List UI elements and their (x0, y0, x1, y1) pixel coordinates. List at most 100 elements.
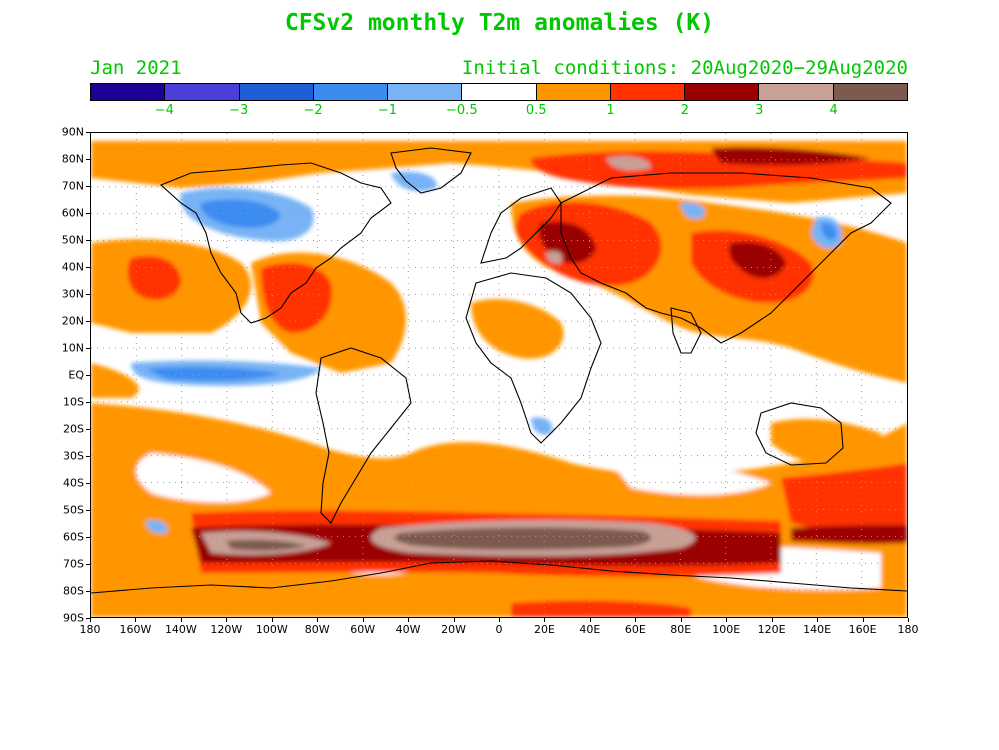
longitude-tick (544, 618, 546, 622)
color-scale-cell (388, 84, 463, 100)
color-scale-label: 2 (680, 103, 690, 118)
latitude-tick (86, 213, 90, 214)
longitude-tick (408, 618, 410, 622)
latitude-tick (86, 294, 90, 295)
longitude-tick (226, 618, 228, 622)
latitude-label: 10N (61, 341, 84, 355)
longitude-tick (589, 618, 591, 622)
color-scale-label: −3 (229, 103, 249, 118)
longitude-label: 120W (210, 623, 243, 636)
latitude-label: 90N (61, 125, 84, 139)
latitude-label: 90S (63, 611, 84, 625)
latitude-label: 60S (63, 530, 84, 544)
color-scale-label: −1 (377, 103, 398, 118)
color-scale-label: 3 (755, 103, 764, 118)
latitude-tick (86, 591, 90, 592)
longitude-label: 60E (624, 623, 646, 636)
longitude-label: 20E (533, 623, 555, 636)
longitude-tick (635, 618, 637, 622)
color-scale-bar (90, 83, 908, 101)
longitude-tick (908, 618, 909, 622)
color-scale-cell (313, 84, 389, 100)
latitude-label: 30S (63, 449, 84, 463)
continent-outlines (91, 147, 907, 594)
latitude-label: 20N (61, 314, 84, 328)
longitude-label: 140E (803, 623, 832, 636)
longitude-tick (317, 618, 319, 622)
latitude-tick (86, 429, 90, 430)
color-scale-cell (759, 84, 834, 100)
color-scale-cell (833, 84, 907, 100)
longitude-tick (680, 618, 682, 622)
latitude-tick (86, 618, 90, 619)
color-scale-label: −2 (303, 103, 323, 118)
latitude-label: 30N (61, 287, 84, 301)
antarctica-outline (91, 560, 907, 594)
color-scale-label: 4 (829, 103, 838, 118)
color-scale-label: 0.5 (525, 103, 547, 118)
latitude-tick (86, 402, 90, 403)
latitude-tick (86, 186, 90, 187)
longitude-tick (135, 618, 137, 622)
longitude-label: 60W (350, 623, 376, 636)
latitude-tick (86, 132, 90, 133)
latitude-label: 80S (63, 584, 84, 598)
color-scale-label: −0.5 (446, 103, 478, 118)
longitude-label: 160W (119, 623, 152, 636)
australia-outline (755, 402, 844, 466)
latitude-tick (86, 348, 90, 349)
longitude-tick (180, 618, 182, 622)
longitude-label: 40W (395, 623, 421, 636)
initial-conditions: Initial conditions: 20Aug2020−29Aug2020 (461, 57, 908, 79)
greenland-outline (390, 147, 472, 194)
latitude-label: 10S (63, 395, 84, 409)
color-scale-label: 1 (606, 103, 615, 118)
color-scale-cell (685, 84, 760, 100)
latitude-tick (86, 267, 90, 268)
latitude-label: 70N (61, 179, 84, 193)
longitude-label: 160E (848, 623, 877, 636)
anomaly-map-svg (91, 133, 907, 617)
color-scale-cell (91, 84, 166, 100)
longitude-label: 0 (495, 623, 503, 636)
latitude-label: 70S (63, 557, 84, 571)
anomaly-map (90, 132, 908, 618)
longitude-tick (817, 618, 819, 622)
india-outline (670, 307, 702, 354)
latitude-tick (86, 321, 90, 322)
latitude-label: 50S (63, 503, 84, 517)
latitude-label: 40N (61, 260, 84, 274)
longitude-label: 120E (757, 623, 786, 636)
longitude-tick (90, 618, 91, 622)
map-title: CFSv2 monthly T2m anomalies (K) (284, 10, 715, 36)
color-scale-cell (536, 84, 611, 100)
forecast-period: Jan 2021 (90, 57, 182, 79)
color-scale-cell (610, 84, 686, 100)
latitude-tick (86, 537, 90, 538)
latitude-label: 20S (63, 422, 84, 436)
latitude-label: EQ (68, 368, 84, 382)
color-scale-cell (239, 84, 314, 100)
latitude-tick (86, 456, 90, 457)
latitude-label: 50N (61, 233, 84, 247)
north-america-outline (159, 162, 392, 324)
longitude-tick (362, 618, 364, 622)
latitude-label: 60N (61, 206, 84, 220)
color-scale-cell (165, 84, 240, 100)
south-america-outline (315, 347, 412, 524)
longitude-label: 180 (897, 623, 919, 636)
latitude-tick (86, 483, 90, 484)
longitude-label: 140W (164, 623, 197, 636)
latitude-tick (86, 375, 90, 376)
longitude-label: 100E (712, 623, 741, 636)
latitude-tick (86, 564, 90, 565)
longitude-label: 80W (304, 623, 330, 636)
longitude-label: 40E (579, 623, 601, 636)
longitude-label: 100W (255, 623, 288, 636)
longitude-label: 20W (441, 623, 466, 636)
longitude-label: 180 (79, 623, 101, 636)
longitude-tick (862, 618, 864, 622)
latitude-label: 40S (63, 476, 84, 490)
longitude-label: 80E (670, 623, 692, 636)
latitude-tick (86, 240, 90, 241)
